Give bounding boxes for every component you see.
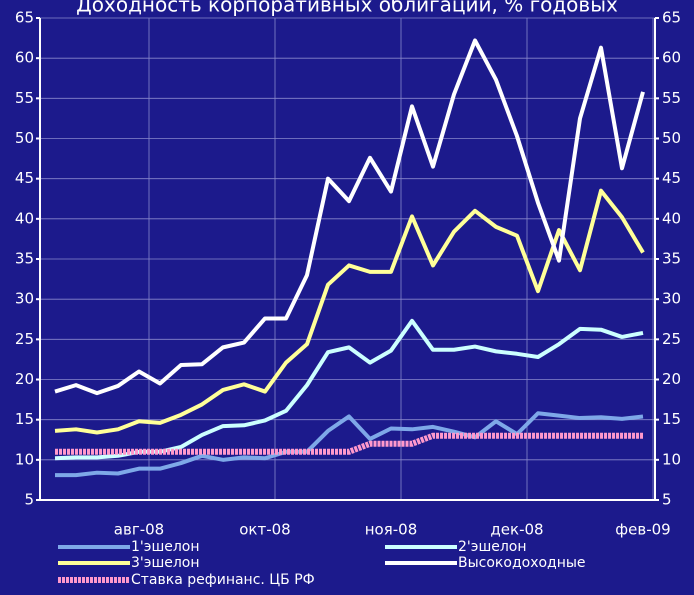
y2-tick-label: 50 [662,129,681,147]
y2-tick-label: 65 [662,9,681,27]
legend-label: 1'эшелон [131,539,200,555]
y2-tick-label: 55 [662,89,681,107]
y2-tick-label: 5 [662,491,672,509]
y2-tick-label: 10 [662,450,681,468]
y2-tick-label: 20 [662,370,681,388]
y-tick-label: 50 [15,129,34,147]
y-tick-label: 15 [15,410,34,428]
series-line [54,38,645,396]
y2-tick-label: 25 [662,330,681,348]
legend-label: Высокодоходные [458,555,586,571]
series-line [55,411,644,478]
x-tick-label: авг-08 [114,521,164,539]
y2-tick-label: 45 [662,169,681,187]
y-tick-label: 20 [15,370,34,388]
y-tick-label: 60 [15,49,34,67]
legend-label: 2'эшелон [458,539,527,555]
x-tick-label: ноя-08 [365,521,418,539]
series-line [55,432,643,455]
y-tick-label: 35 [15,250,34,268]
x-tick-label: окт-08 [239,521,290,539]
y-tick-label: 55 [15,89,34,107]
y2-tick-label: 15 [662,410,681,428]
y2-tick-label: 60 [662,49,681,67]
y2-tick-label: 30 [662,290,681,308]
y-tick-label: 40 [15,209,34,227]
y-tick-label: 10 [15,450,34,468]
x-tick-label: фев-09 [615,521,670,539]
chart-title: Доходность корпоративных облигаций, % го… [76,0,618,17]
y-tick-label: 25 [15,330,34,348]
legend-label: 3'эшелон [131,555,200,571]
legend-label: Ставка рефинанс. ЦБ РФ [131,572,315,588]
y2-tick-label: 40 [662,209,681,227]
x-tick-label: дек-08 [490,521,543,539]
y-tick-label: 5 [24,491,34,509]
y-tick-label: 30 [15,290,34,308]
y2-tick-label: 35 [662,250,681,268]
y-tick-label: 65 [15,9,34,27]
series-line [54,188,645,435]
y-tick-label: 45 [15,169,34,187]
